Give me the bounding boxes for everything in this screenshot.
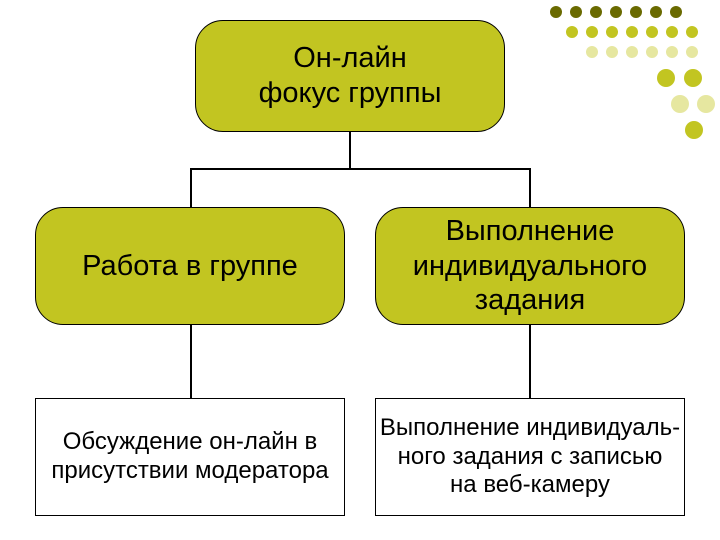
decor-dot (586, 46, 598, 58)
decor-dot (646, 46, 658, 58)
decor-dot (590, 6, 602, 18)
connector-line (349, 132, 351, 169)
decor-dot (666, 26, 678, 38)
node-right: Выполнениеиндивидуальногозадания (375, 207, 685, 325)
decor-dot (686, 46, 698, 58)
decor-dot (610, 6, 622, 18)
decor-dot (650, 6, 662, 18)
decor-dot (626, 26, 638, 38)
decor-dot (586, 26, 598, 38)
node-bright-text: Выполнение индивидуаль-ного задания с за… (380, 414, 680, 500)
decor-dot (685, 121, 703, 139)
decor-dot (570, 6, 582, 18)
node-bottom-right: Выполнение индивидуаль-ного задания с за… (375, 398, 685, 516)
decor-dot (684, 69, 702, 87)
decor-dot (646, 26, 658, 38)
decor-dot (686, 26, 698, 38)
node-right-text: Выполнениеиндивидуальногозадания (413, 214, 647, 318)
node-left-text: Работа в группе (82, 249, 298, 284)
connector-line (529, 168, 531, 207)
decor-dot (697, 95, 715, 113)
node-bottom-left: Обсуждение он-лайн вприсутствии модерато… (35, 398, 345, 516)
decor-dot (670, 6, 682, 18)
connector-line (190, 168, 192, 207)
decor-dot (666, 46, 678, 58)
decor-dot (626, 46, 638, 58)
decor-dot (606, 26, 618, 38)
decor-dot (566, 26, 578, 38)
node-left: Работа в группе (35, 207, 345, 325)
node-root: Он-лайнфокус группы (195, 20, 505, 132)
decor-dot (671, 95, 689, 113)
decor-dot (630, 6, 642, 18)
decor-dot (606, 46, 618, 58)
node-bleft-text: Обсуждение он-лайн вприсутствии модерато… (51, 428, 328, 486)
decor-dot (657, 69, 675, 87)
node-root-text: Он-лайнфокус группы (259, 41, 442, 111)
decor-dot (550, 6, 562, 18)
connector-line (190, 325, 192, 398)
connector-line (190, 168, 530, 170)
connector-line (529, 325, 531, 398)
